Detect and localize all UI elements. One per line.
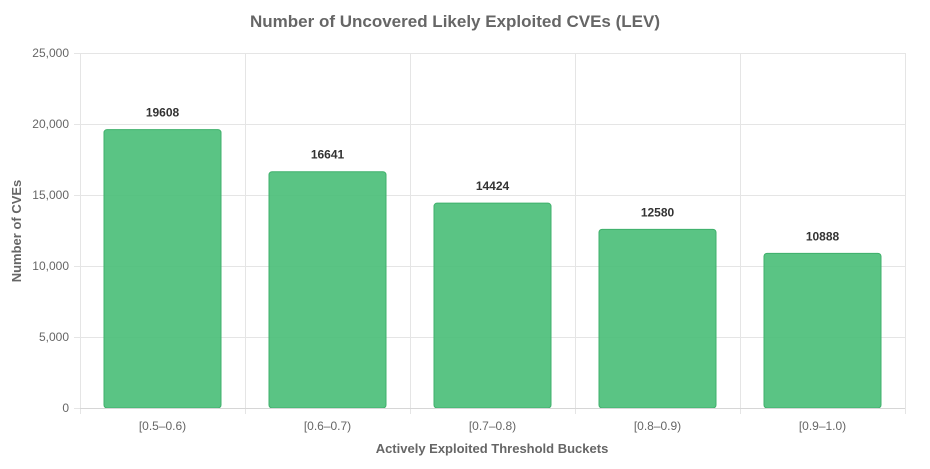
x-tick-label: [0.9–1.0): [799, 419, 846, 433]
x-tick-label: [0.7–0.8): [469, 419, 516, 433]
y-tick-label: 5,000: [39, 330, 69, 344]
data-labels: 19608 16641 14424 12580 10888: [146, 106, 840, 244]
x-axis-title: Actively Exploited Threshold Buckets: [376, 441, 609, 456]
y-tick-label: 0: [62, 401, 69, 415]
y-tick-label: 25,000: [32, 46, 69, 60]
bars: [103, 129, 882, 409]
bar-value-label: 10888: [806, 229, 840, 243]
bar: [763, 252, 882, 409]
bar: [433, 202, 552, 409]
x-tick-label: [0.8–0.9): [634, 419, 681, 433]
bar-value-label: 14424: [476, 179, 510, 193]
bar-value-label: 16641: [311, 148, 345, 162]
y-tick-label: 15,000: [32, 188, 69, 202]
bar: [103, 129, 222, 409]
bar-value-label: 12580: [641, 205, 675, 219]
x-tick-label: [0.5–0.6): [139, 419, 186, 433]
y-axis-title: Number of CVEs: [9, 180, 24, 283]
axes: 0 5,000 10,000 15,000 20,000 25,000 [0.5–0.6) […: [32, 46, 905, 433]
bar: [268, 171, 387, 409]
x-tick-label: [0.6–0.7): [304, 419, 351, 433]
chart-title: Number of Uncovered Likely Exploited CVE…: [250, 12, 660, 31]
y-tick-label: 20,000: [32, 117, 69, 131]
bar-value-label: 19608: [146, 106, 180, 120]
y-tick-label: 10,000: [32, 259, 69, 273]
bar: [598, 228, 717, 409]
